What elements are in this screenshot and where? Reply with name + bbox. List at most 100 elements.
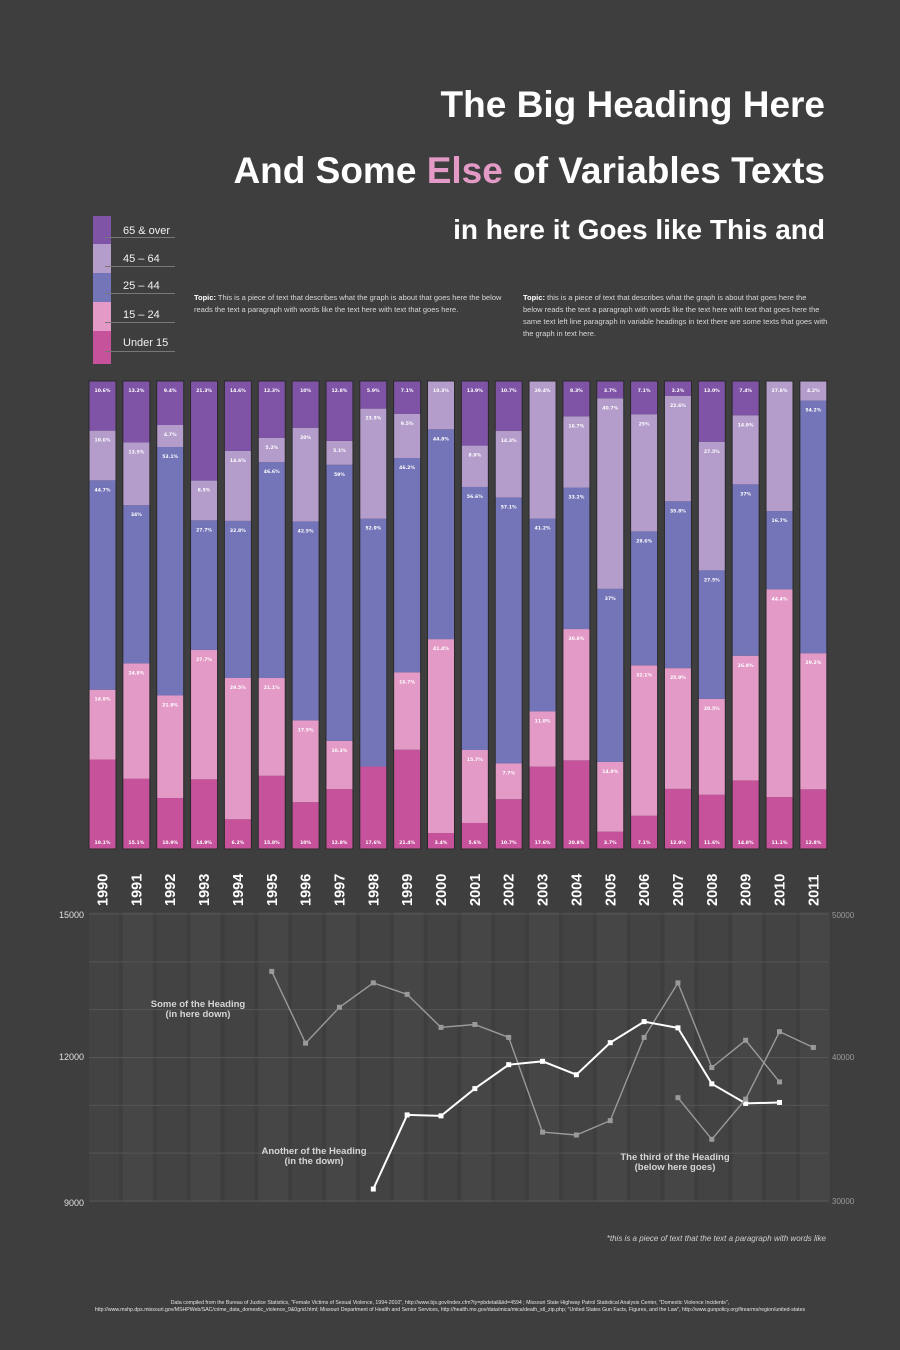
year-label: 2004 <box>569 874 585 906</box>
bar-data-label: 4.2% <box>807 388 820 394</box>
bar-data-label: 7.1% <box>401 388 414 394</box>
bar-data-label: 3.7% <box>604 388 617 394</box>
year-label: 1993 <box>197 874 213 906</box>
bar-segment <box>156 424 184 447</box>
bar-data-label: 15.8% <box>264 840 280 846</box>
year-label: 1995 <box>265 874 281 906</box>
bar-segment <box>766 797 793 849</box>
bar-data-label: 24.8% <box>128 670 144 676</box>
bar-segment <box>732 780 760 849</box>
line-point <box>743 1037 749 1043</box>
year-label: 2011 <box>806 875 822 906</box>
year-label: 2006 <box>637 874 653 906</box>
bar-segment <box>664 668 692 789</box>
bar-data-label: 25.9% <box>670 675 686 681</box>
bar-segment <box>698 570 726 699</box>
bar-segment <box>325 740 353 790</box>
heading-line-1: The Big Heading Here <box>440 84 825 125</box>
bar-segment <box>224 381 252 451</box>
bar-segment <box>766 511 793 590</box>
bar-segment <box>393 457 421 673</box>
line-point <box>777 1079 782 1085</box>
line-point <box>540 1129 546 1135</box>
bar-segment <box>292 720 320 803</box>
line-annotation: Another of the Heading <box>261 1146 366 1157</box>
topic-label-2: Topic: <box>523 293 545 302</box>
line-point <box>303 1040 309 1046</box>
bar-data-label: 52.9% <box>365 526 381 532</box>
line-annotation: (in here down) <box>166 1009 231 1020</box>
bar-segment <box>596 381 624 399</box>
year-label: 2001 <box>468 874 484 906</box>
bar-segment <box>292 521 320 721</box>
bar-segment <box>224 450 252 521</box>
bar-data-label: 27.5% <box>704 577 720 583</box>
bar-data-label: 16.7% <box>399 679 415 685</box>
bar-segment <box>799 400 827 654</box>
bar-data-label: 10.6% <box>95 388 111 394</box>
bar-data-label: 57.1% <box>501 504 517 510</box>
topic-text-2: this is a piece of text that describes w… <box>523 293 828 338</box>
bar-data-label: 13.2% <box>128 388 144 394</box>
bar-outline <box>630 380 659 850</box>
bar-data-label: 17.6% <box>535 840 551 846</box>
bar-data-label: 9.5% <box>401 421 414 427</box>
bar-data-label: 44.8% <box>433 436 449 442</box>
bar-outline <box>88 380 117 850</box>
bar-segment <box>156 381 184 425</box>
bar-outline <box>799 380 828 850</box>
bar-segment <box>427 639 455 834</box>
bar-segment <box>393 381 421 414</box>
year-label: 2005 <box>603 874 619 906</box>
year-label: 1994 <box>231 874 247 906</box>
bar-outline <box>359 380 388 850</box>
bar-segment <box>461 445 489 487</box>
bar-data-label: 28.6% <box>636 538 652 544</box>
bar-segment <box>122 663 150 779</box>
line-annotation: The third of the Heading <box>620 1152 729 1163</box>
bar-outline <box>291 380 320 850</box>
bar-data-label: 21.9% <box>162 702 178 708</box>
bar-segment <box>664 788 692 849</box>
bar-segment <box>292 802 320 849</box>
bar-segment <box>258 381 286 438</box>
line-point <box>810 1044 816 1050</box>
line-annotation: (below here goes) <box>635 1162 716 1173</box>
data-credits: Data compiled from the Bureau of Justice… <box>94 1300 806 1313</box>
bar-segment <box>190 480 218 521</box>
bar-data-label: 5.6% <box>468 840 481 846</box>
bar-segment <box>664 501 692 669</box>
year-label: 2000 <box>434 874 450 906</box>
bar-segment <box>664 381 692 396</box>
bar-segment <box>122 381 150 443</box>
bar-segment <box>393 413 421 458</box>
bar-data-label: 40.7% <box>602 405 618 411</box>
line-point <box>777 1029 782 1035</box>
bar-outline <box>731 380 760 850</box>
bar-segment <box>325 789 353 849</box>
line-point <box>404 991 410 997</box>
line-point <box>472 1021 478 1027</box>
bar-data-label: 10.3% <box>433 388 449 394</box>
bar-outline <box>325 380 354 850</box>
bar-segment <box>799 653 827 790</box>
footnote: *this is a piece of text that the text a… <box>606 1234 826 1243</box>
line-point <box>370 980 376 986</box>
bar-outline <box>427 380 455 850</box>
bar-segment <box>766 589 793 798</box>
bar-segment <box>596 398 624 589</box>
right-axis-tick: 40000 <box>832 1053 855 1062</box>
heading-line-2-post: of Variables Texts <box>502 150 825 191</box>
line-point <box>607 1118 613 1124</box>
bar-data-label: 3.7% <box>604 840 617 846</box>
bar-data-label: 14.8% <box>738 840 754 846</box>
bar-segment <box>799 381 827 401</box>
topic-label-1: Topic: <box>194 293 216 302</box>
line-point <box>336 1004 342 1010</box>
bar-data-label: 16.7% <box>772 518 788 524</box>
bar-segment <box>325 381 353 441</box>
bar-outline <box>663 380 692 850</box>
bar-segment <box>156 446 184 696</box>
bar-segment <box>766 381 793 512</box>
bar-outline <box>190 380 219 850</box>
